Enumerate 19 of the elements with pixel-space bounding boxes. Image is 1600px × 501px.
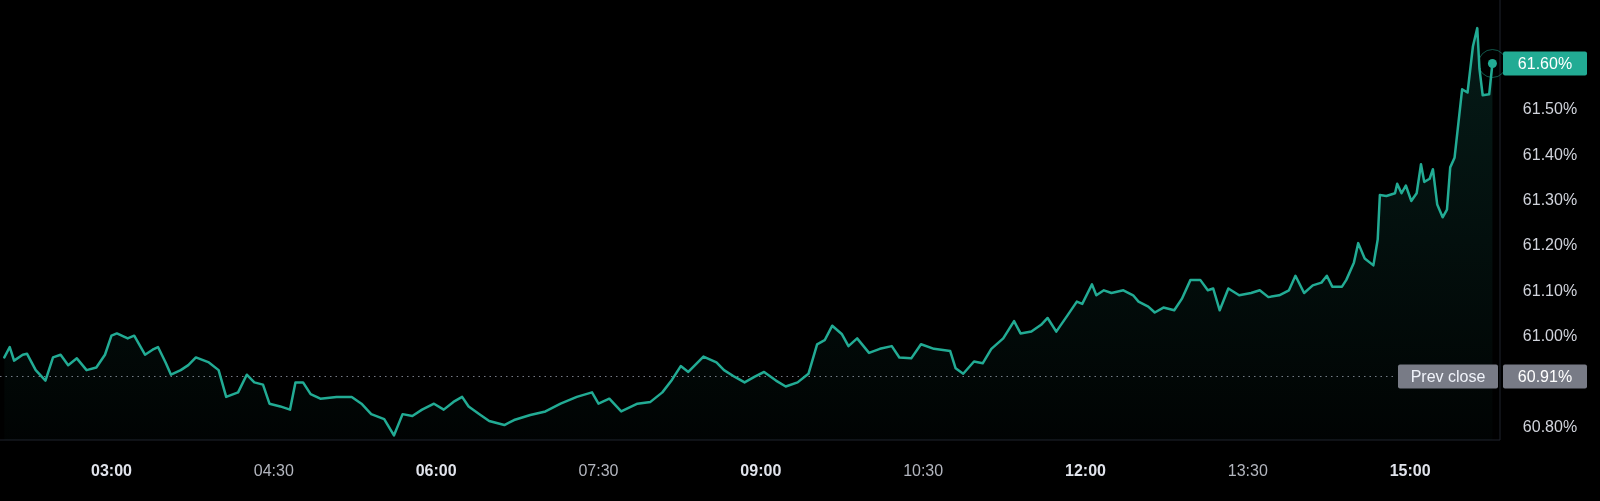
x-tick-label: 13:30 [1227,462,1268,479]
x-tick-label: 03:00 [91,462,133,479]
x-tick-label: 06:00 [415,462,457,479]
y-tick-label: 61.20% [1522,236,1578,254]
y-tick-label: 61.30% [1522,191,1578,209]
text: 60.91% [1517,367,1573,385]
y-tick-label: 61.50% [1522,100,1578,118]
ref-line-label: Prev close [1410,367,1486,385]
x-tick-label: 04:30 [253,462,294,479]
x-tick-label: 10:30 [903,462,944,479]
x-tick-label: 07:30 [578,462,619,479]
y-tick-label: 61.10% [1522,281,1578,299]
x-tick-label: 12:00 [1065,462,1107,479]
annotation: 61.60% [1517,55,1573,73]
y-tick-label: 61.00% [1522,327,1578,345]
y-tick-label: 61.40% [1522,145,1578,163]
x-tick-label: 09:00 [740,462,782,479]
x-tick-label: 15:00 [1389,462,1431,479]
y-tick-label: 60.80% [1522,417,1578,435]
